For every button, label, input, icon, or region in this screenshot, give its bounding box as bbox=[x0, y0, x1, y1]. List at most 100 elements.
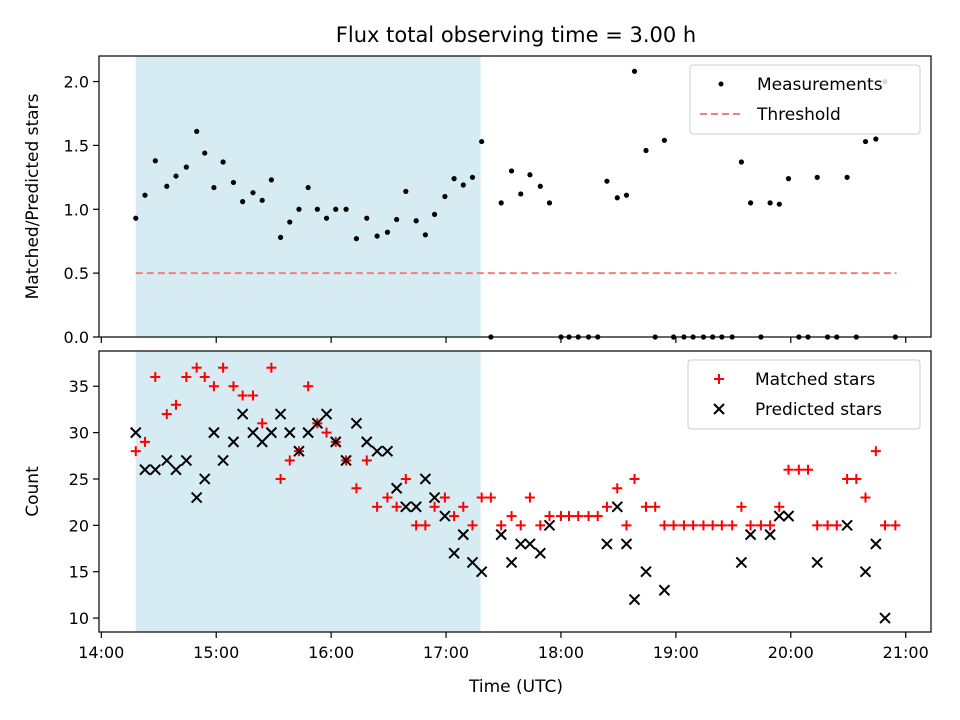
measurement-point-1 bbox=[142, 192, 148, 198]
measurement-point-7 bbox=[202, 150, 208, 156]
matched-point-57 bbox=[678, 520, 689, 531]
matched-point-49 bbox=[601, 501, 612, 512]
predicted-point-24 bbox=[361, 436, 373, 448]
matched-point-73 bbox=[831, 520, 842, 531]
predicted-point-42 bbox=[543, 519, 556, 532]
matched-point-30 bbox=[420, 520, 431, 531]
matched-point-46 bbox=[573, 511, 584, 522]
measurement-point-32 bbox=[442, 193, 448, 200]
measurement-point-77 bbox=[873, 136, 879, 142]
x-tick-label: 20:00 bbox=[768, 643, 814, 662]
measurement-point-22 bbox=[343, 206, 349, 212]
matched-point-25 bbox=[372, 501, 383, 512]
matched-point-56 bbox=[668, 520, 679, 531]
measurement-point-17 bbox=[296, 206, 302, 212]
y-ticks: 0.0 0.5 1.0 1.5 2.0 bbox=[64, 73, 99, 347]
matched-point-2 bbox=[150, 371, 161, 382]
legend: Matched stars Predicted stars bbox=[687, 359, 921, 430]
predicted-point-56 bbox=[859, 566, 872, 578]
measurement-point-49 bbox=[604, 178, 610, 184]
measurement-point-76 bbox=[862, 138, 869, 145]
matched-point-8 bbox=[208, 381, 219, 392]
measurement-point-34 bbox=[460, 182, 466, 188]
matched-point-31 bbox=[429, 501, 440, 512]
measurement-point-68 bbox=[785, 176, 792, 182]
predicted-point-54 bbox=[811, 556, 823, 569]
matched-point-45 bbox=[564, 511, 575, 522]
measurement-point-6 bbox=[194, 128, 200, 134]
matched-point-9 bbox=[218, 362, 229, 373]
predicted-point-51 bbox=[764, 528, 776, 541]
x-tick-label: 16:00 bbox=[308, 643, 354, 662]
measurement-point-18 bbox=[305, 184, 311, 191]
matched-point-23 bbox=[351, 483, 362, 494]
y-ticks: 10 15 20 25 30 35 bbox=[69, 377, 99, 628]
matched-point-38 bbox=[496, 520, 507, 531]
predicted-point-25 bbox=[371, 445, 383, 457]
predicted-point-10 bbox=[227, 436, 240, 448]
predicted-point-11 bbox=[236, 408, 249, 420]
x-tick-label: 15:00 bbox=[193, 643, 239, 662]
predicted-point-22 bbox=[340, 454, 352, 467]
y-tick-label: 0.0 bbox=[64, 328, 89, 347]
axes-frame bbox=[98, 55, 932, 338]
y-tick-label: 1.0 bbox=[64, 200, 89, 219]
matched-point-41 bbox=[524, 492, 535, 503]
x-axis-label: Time (UTC) bbox=[468, 677, 563, 697]
measurement-point-5 bbox=[183, 164, 189, 170]
predicted-point-28 bbox=[400, 501, 412, 513]
matched-point-79 bbox=[890, 520, 901, 531]
y-tick-label: 15 bbox=[69, 563, 89, 582]
legend: Measurements Threshold bbox=[689, 64, 921, 135]
matched-point-61 bbox=[716, 520, 727, 531]
measurement-point-26 bbox=[384, 229, 391, 235]
predicted-point-4 bbox=[170, 463, 182, 476]
measurement-point-41 bbox=[527, 172, 533, 178]
y-axis-label: Count bbox=[23, 466, 43, 517]
matched-point-18 bbox=[303, 381, 314, 392]
measurement-point-28 bbox=[403, 188, 409, 194]
measurement-point-24 bbox=[364, 215, 370, 221]
measurement-point-30 bbox=[422, 232, 428, 238]
matched-point-37 bbox=[485, 492, 496, 503]
matched-point-58 bbox=[688, 520, 699, 531]
matched-point-76 bbox=[860, 492, 871, 503]
predicted-point-5 bbox=[180, 454, 193, 467]
measurement-point-4 bbox=[173, 173, 179, 179]
measurement-point-10 bbox=[230, 179, 237, 186]
matched-point-36 bbox=[476, 492, 487, 503]
legend-box bbox=[687, 359, 921, 430]
predicted-point-32 bbox=[439, 510, 451, 522]
measurement-point-9 bbox=[220, 159, 226, 165]
matched-point-65 bbox=[755, 520, 766, 531]
predicted-point-13 bbox=[256, 436, 268, 448]
predicted-point-0 bbox=[130, 426, 142, 439]
matched-point-16 bbox=[284, 455, 295, 466]
matched-point-32 bbox=[439, 492, 450, 503]
matched-point-68 bbox=[783, 464, 794, 475]
predicted-point-16 bbox=[284, 426, 296, 439]
legend-label-predicted: Predicted stars bbox=[755, 400, 882, 420]
measurement-point-21 bbox=[333, 206, 339, 212]
legend-label-threshold: Threshold bbox=[756, 105, 841, 125]
y-tick-label: 25 bbox=[69, 470, 89, 489]
matched-point-3 bbox=[161, 409, 172, 420]
measurement-point-55 bbox=[661, 137, 667, 143]
measurement-point-52 bbox=[631, 68, 638, 74]
measurement-point-50 bbox=[614, 195, 620, 201]
matched-point-33 bbox=[449, 511, 460, 522]
matched-point-7 bbox=[199, 371, 210, 382]
predicted-point-26 bbox=[381, 445, 394, 457]
matched-point-59 bbox=[698, 520, 709, 531]
legend-box bbox=[689, 64, 921, 135]
matched-point-14 bbox=[266, 362, 277, 373]
matched-point-42 bbox=[535, 520, 546, 531]
predicted-point-45 bbox=[620, 538, 633, 550]
matched-point-66 bbox=[765, 520, 776, 531]
matched-point-5 bbox=[181, 371, 192, 382]
matched-point-67 bbox=[774, 501, 785, 512]
measurement-point-15 bbox=[277, 234, 284, 240]
matched-point-26 bbox=[382, 492, 393, 503]
predicted-point-35 bbox=[466, 556, 479, 569]
predicted-point-9 bbox=[217, 454, 229, 467]
